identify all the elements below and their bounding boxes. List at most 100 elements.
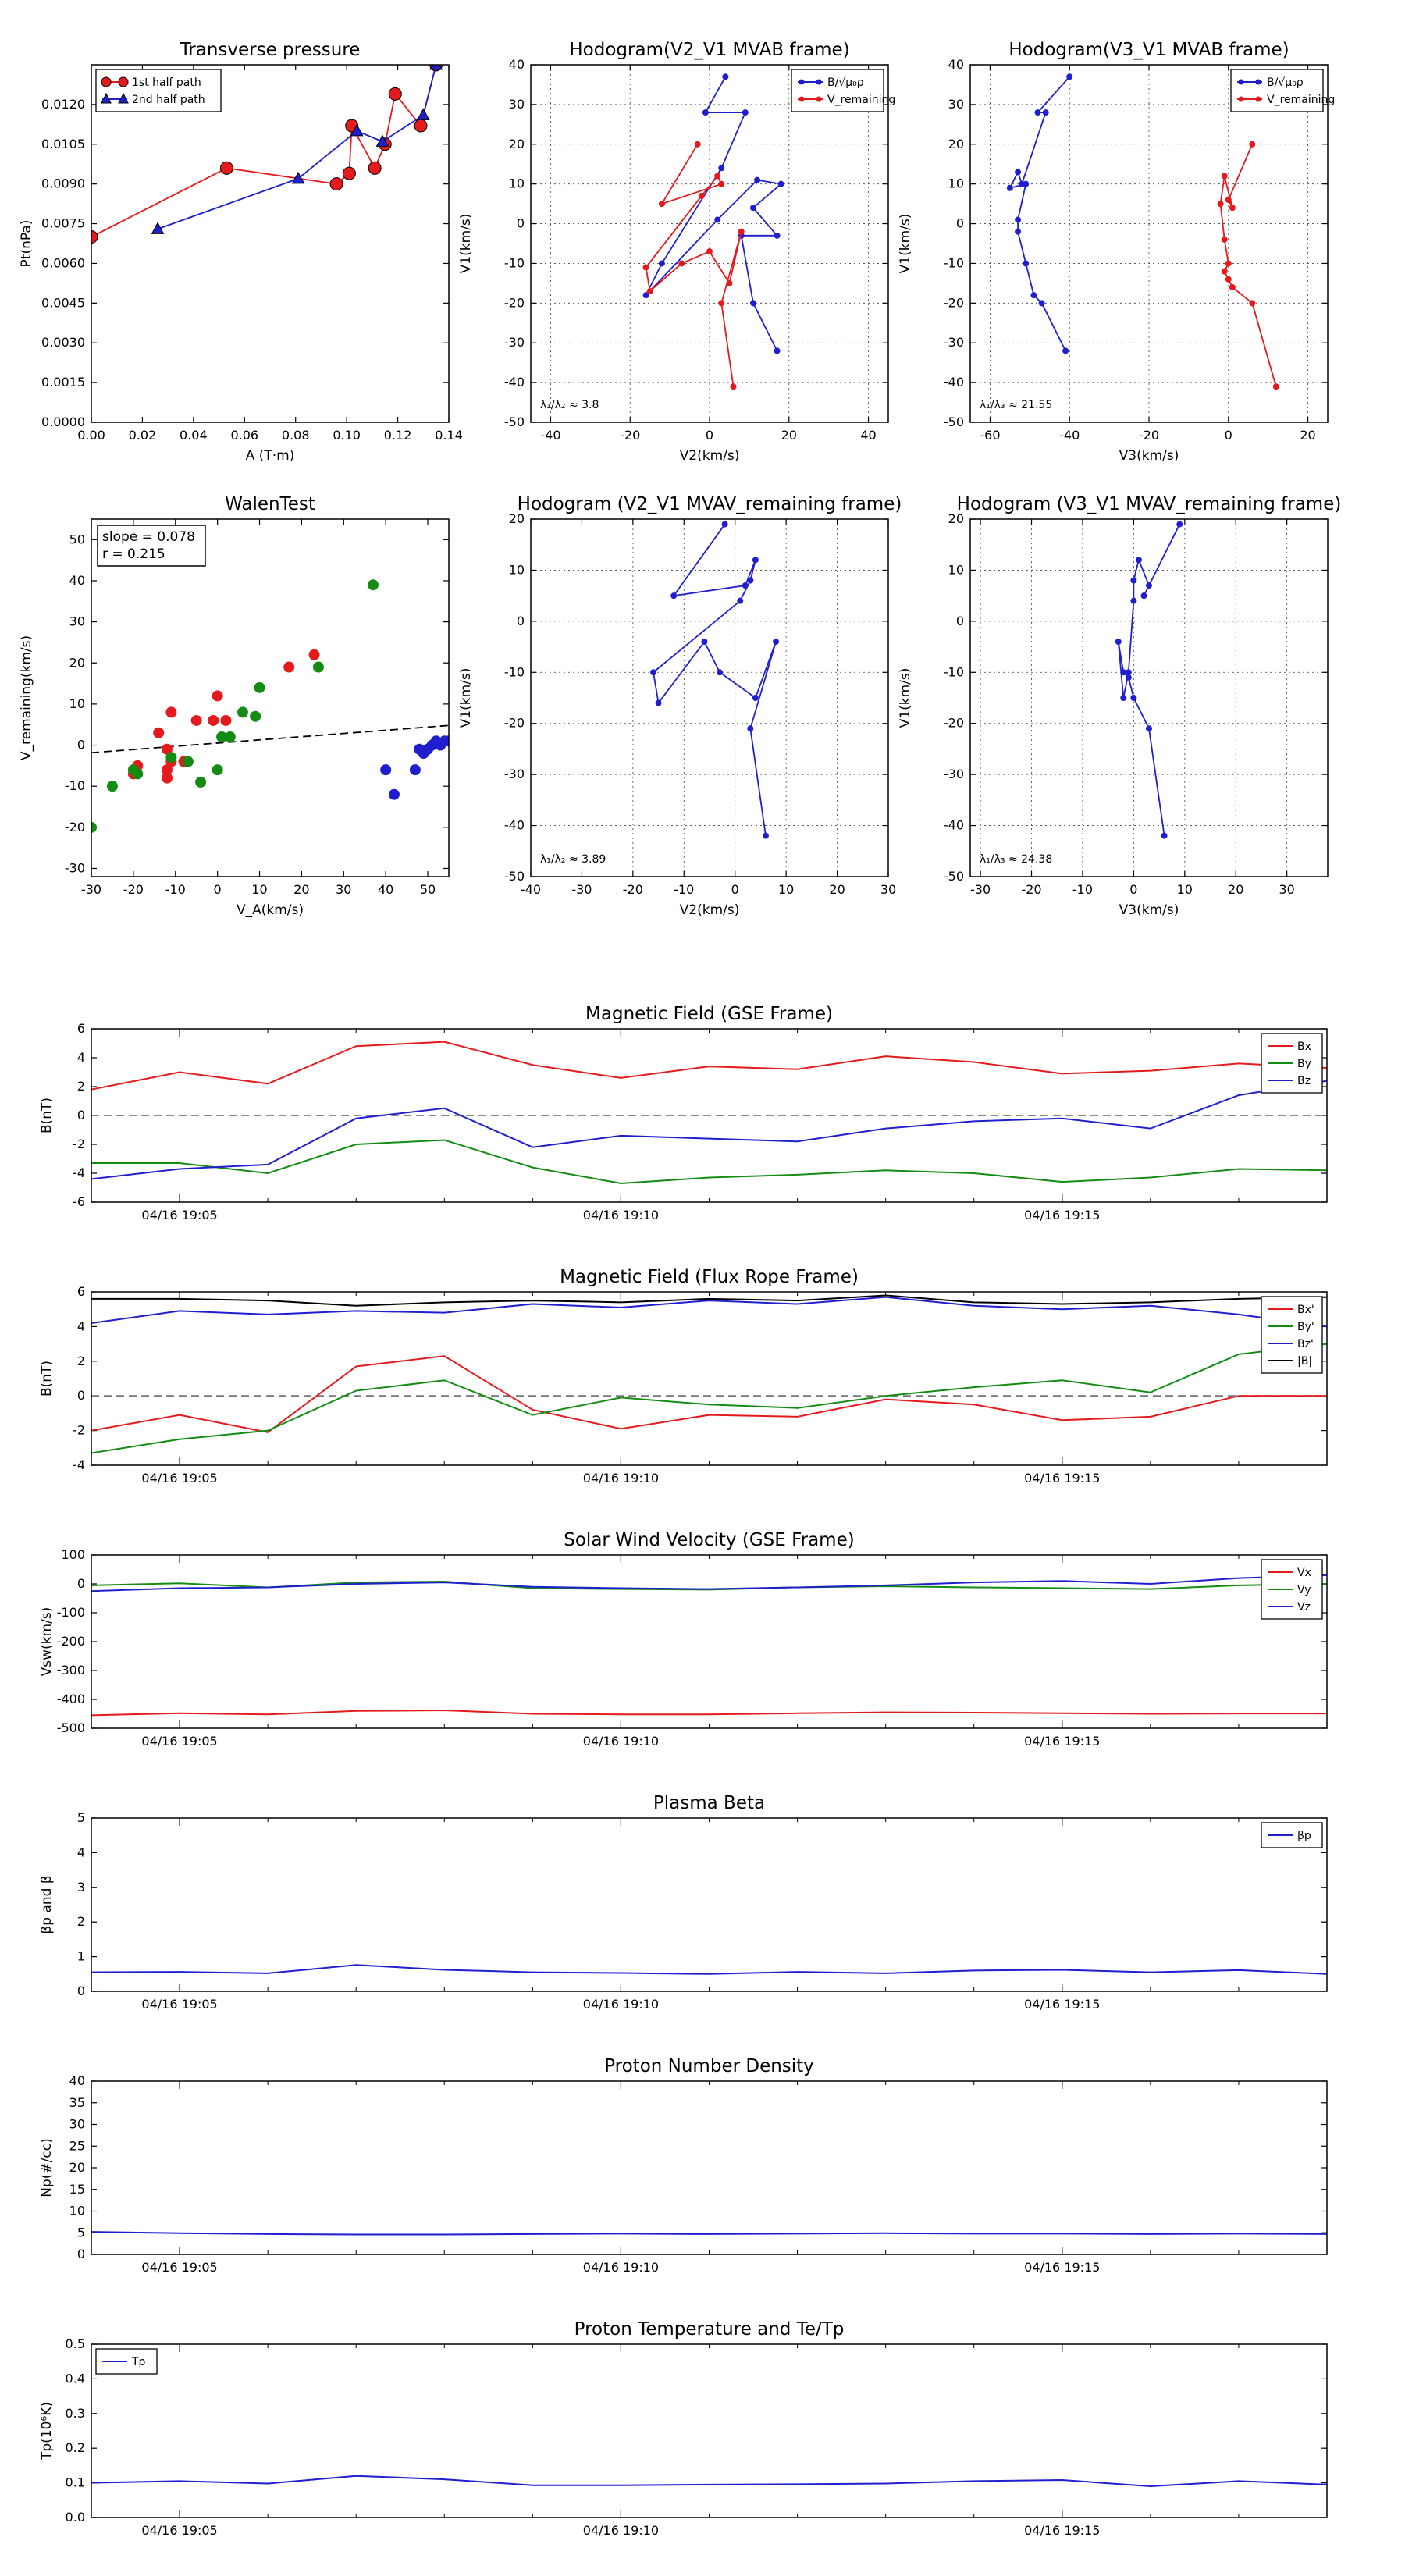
legend-marker: [118, 92, 129, 104]
legend-label: By': [1297, 1321, 1314, 1333]
legend-marker: [101, 76, 112, 87]
data-point: [642, 264, 649, 271]
y-tick-label: 5: [77, 1810, 85, 1825]
y-tick-label: 0: [517, 216, 525, 231]
y-tick-label: 0: [956, 614, 964, 628]
x-tick-label: 04/16 19:05: [141, 2523, 217, 2538]
data-point: [1015, 169, 1022, 176]
chart-h4: Hodogram (V3_V1 MVAV_remaining frame) -50…: [898, 494, 1341, 918]
y-tick-label: 2: [77, 1354, 85, 1368]
data-point: [1225, 276, 1232, 283]
y-tick-label: 40: [509, 57, 525, 72]
chart-walen: WalenTest -30 -20 -10 0 10 20 30 40 50 -30 -20 -10 0 1…: [19, 494, 462, 918]
x-tick-label: -20: [1021, 882, 1041, 897]
data-point: [208, 714, 219, 726]
data-point: [655, 699, 662, 706]
x-axis-label: V2(km/s): [680, 448, 740, 464]
y-tick-label: 0.0075: [41, 216, 85, 231]
data-point: [1120, 695, 1127, 701]
chart-ts1: Magnetic Field (GSE Frame) -6 -4 -2 0 2 4 6 04/1…: [39, 1004, 1328, 1222]
data-point: [91, 821, 97, 833]
y-axis-label: Pt(nPa): [19, 220, 34, 268]
chart-ts4: Plasma Beta 0 1 2 3 4 5 04/16 19:05 04/16 19:10 0…: [39, 1793, 1328, 2012]
data-point: [291, 171, 305, 184]
y-axis-label: Tp(10⁶K): [39, 2402, 55, 2460]
y-tick-label: -30: [65, 860, 85, 875]
data-point: [1042, 109, 1049, 116]
series-line-0: [1117, 524, 1181, 836]
data-point: [749, 300, 756, 307]
chart-ts2: Magnetic Field (Flux Rope Frame) -4 -2 0 2 4 6…: [39, 1267, 1328, 1485]
x-tick-label: 30: [880, 882, 896, 897]
data-point: [1130, 577, 1137, 584]
chart-title: Magnetic Field (Flux Rope Frame): [560, 1267, 859, 1287]
data-point: [752, 695, 759, 701]
data-point: [678, 260, 685, 267]
x-tick-label: -60: [980, 428, 1000, 443]
chart-title: Proton Number Density: [604, 2056, 814, 2076]
x-tick-label: 50: [420, 882, 436, 897]
data-point: [1176, 521, 1183, 528]
legend-label: B/√μ₀ρ: [827, 76, 864, 89]
legend: B/√μ₀ρ V_remaining: [1230, 69, 1335, 112]
y-axis-label: V1(km/s): [458, 668, 474, 728]
x-tick-label: -40: [540, 428, 560, 443]
y-tick-label: 20: [69, 655, 85, 670]
legend-label: 1st half path: [132, 76, 201, 89]
y-tick-label: 0: [77, 1388, 85, 1403]
data-point: [220, 714, 232, 726]
data-point: [219, 161, 233, 175]
data-point: [1249, 300, 1256, 307]
y-tick-label: 0.0015: [41, 375, 85, 390]
y-tick-label: 10: [69, 2204, 85, 2218]
y-tick-label: 0.0030: [41, 335, 85, 350]
legend-box: [1230, 69, 1324, 112]
y-tick-label: -40: [504, 375, 525, 390]
y-tick-label: -6: [73, 1194, 85, 1209]
x-tick-label: 0: [731, 882, 739, 897]
data-point: [388, 87, 402, 101]
data-point: [698, 192, 705, 199]
y-tick-label: 20: [948, 511, 964, 526]
legend: Bx' By' Bz' |B|: [1261, 1296, 1323, 1374]
y-tick-label: -50: [504, 415, 525, 429]
plot-frame: [91, 1554, 1328, 1729]
legend-box: [791, 69, 884, 112]
y-axis-label: V_remaining(km/s): [19, 635, 34, 760]
data-point: [195, 776, 207, 788]
y-tick-label: -200: [57, 1634, 85, 1649]
data-point: [642, 292, 649, 299]
annotation: λ₁/λ₂ ≈ 3.8: [540, 399, 599, 411]
x-tick-label: 10: [251, 882, 267, 897]
plot-frame: [530, 64, 889, 423]
data-point: [1221, 173, 1228, 180]
legend: B/√μ₀ρ V_remaining: [791, 69, 895, 112]
chart-title: Hodogram(V3_V1 MVAB frame): [1008, 40, 1289, 60]
y-tick-label: -10: [65, 778, 85, 793]
data-point: [452, 740, 462, 750]
plot-frame: [91, 1291, 1328, 1466]
x-tick-label: 20: [293, 882, 309, 897]
data-point: [718, 300, 725, 307]
x-tick-label: 0.10: [333, 428, 361, 443]
legend-label: Vx: [1297, 1567, 1311, 1579]
y-tick-label: 4: [77, 1318, 85, 1333]
data-point: [1249, 141, 1256, 148]
series-line-0: [653, 524, 777, 836]
chart-ts6: Proton Temperature and Te/Tp 0.0 0.1 0.2 0.3…: [39, 2319, 1328, 2538]
x-tick-label: 0.08: [282, 428, 310, 443]
series-line-2: [91, 1080, 1327, 1180]
data-point: [747, 725, 754, 732]
y-tick-label: 1: [77, 1949, 85, 1964]
y-tick-label: -30: [944, 767, 964, 781]
y-tick-label: -20: [504, 295, 525, 310]
legend-box: [95, 69, 222, 112]
y-tick-label: 10: [509, 562, 525, 577]
legend-label: Vy: [1297, 1584, 1311, 1596]
data-point: [718, 165, 725, 172]
x-tick-label: -30: [81, 882, 101, 897]
x-axis-label: V_A(km/s): [237, 902, 304, 918]
y-tick-label: 40: [69, 2073, 85, 2088]
legend: Vx Vy Vz: [1261, 1559, 1323, 1620]
legend-marker: [816, 96, 822, 102]
